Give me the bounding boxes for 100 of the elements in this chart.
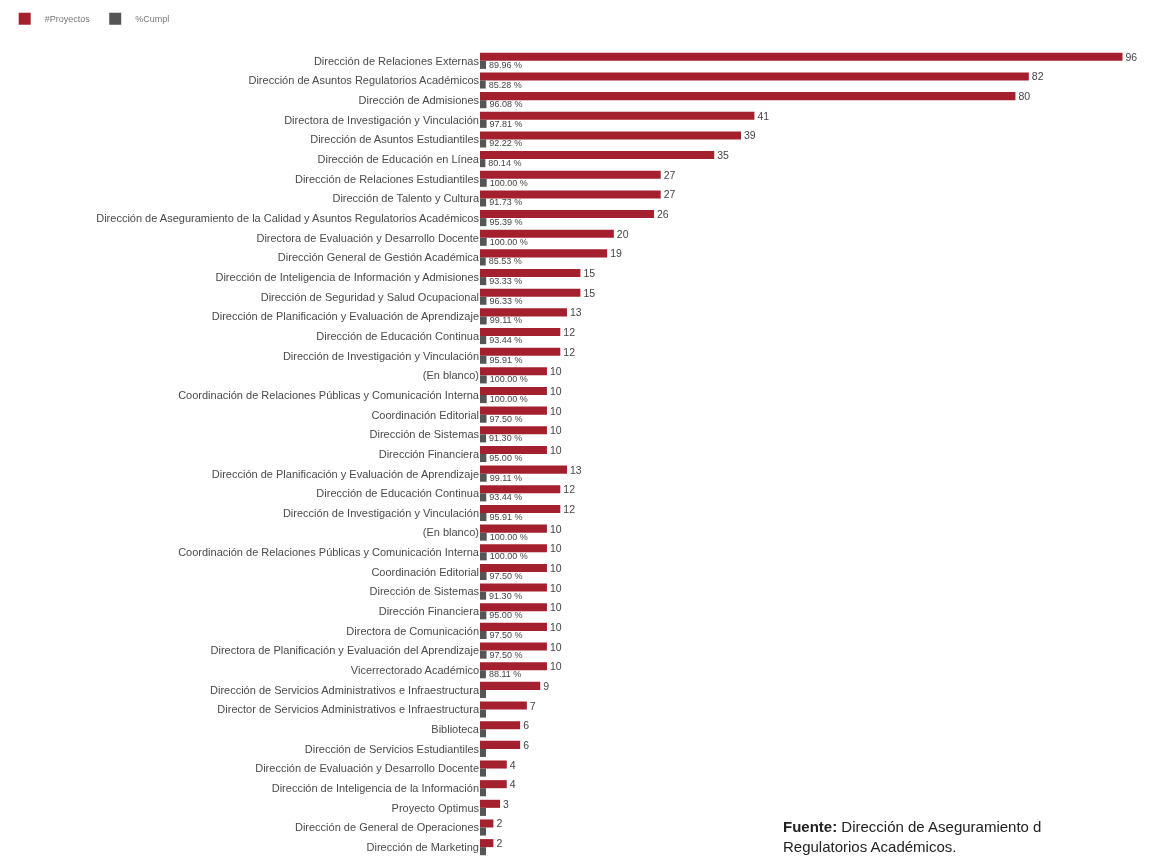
bar xyxy=(480,60,487,69)
y-tick-label: Dirección de Asuntos Regulatorios Académicos xyxy=(248,74,480,87)
bar xyxy=(480,552,487,561)
y-tick-label: Dirección General de Gestión Académica xyxy=(277,251,480,264)
bar xyxy=(480,237,487,246)
bar xyxy=(480,210,655,219)
bar xyxy=(480,257,486,266)
data-label: 88.11 % xyxy=(488,669,522,680)
bar xyxy=(480,426,547,435)
bar xyxy=(480,139,487,148)
data-label: 95.00 % xyxy=(489,610,523,621)
data-label: 2 xyxy=(496,817,503,830)
y-tick-label: Dirección de Educación en Línea xyxy=(317,152,480,165)
data-label: 85.28 % xyxy=(488,79,522,90)
bar xyxy=(480,740,521,749)
y-tick-label: Dirección de Educación Continua xyxy=(316,329,480,342)
data-label: 10 xyxy=(549,522,562,535)
bar xyxy=(480,229,614,238)
data-label: 15 xyxy=(583,286,596,299)
data-label: 4 xyxy=(509,758,516,771)
bar xyxy=(480,414,487,423)
bar xyxy=(480,296,487,305)
data-label: 97.50 % xyxy=(489,570,523,581)
bar xyxy=(480,119,487,128)
bar xyxy=(480,218,487,227)
bar xyxy=(480,159,486,168)
y-tick-label: Dirección de Admisiones xyxy=(358,94,480,106)
data-label: 12 xyxy=(563,326,576,339)
bar xyxy=(480,367,547,376)
bar xyxy=(480,80,486,89)
bar xyxy=(480,622,547,631)
bar xyxy=(480,524,547,533)
bar xyxy=(480,701,527,710)
data-label: 100.00 % xyxy=(489,177,528,188)
data-label: 35 xyxy=(717,149,730,162)
y-tick-label: Dirección de Evaluación y Desarrollo Docente xyxy=(255,762,479,775)
bar xyxy=(480,465,568,474)
data-label: 10 xyxy=(549,581,562,594)
y-tick-label: Dirección de Relaciones Estudiantiles xyxy=(294,172,480,185)
bar xyxy=(480,630,487,639)
y-tick-label: Proyecto Optimus xyxy=(391,801,480,814)
bar xyxy=(480,493,487,502)
y-tick-label: Dirección Financiera xyxy=(378,605,480,618)
data-label: 93.33 % xyxy=(489,276,523,287)
bar xyxy=(480,288,581,297)
bar xyxy=(480,151,715,160)
y-tick-label: Dirección de Inteligencia de la Información xyxy=(271,782,479,795)
data-label: 99.11 % xyxy=(489,315,522,326)
bar xyxy=(480,111,755,120)
bar xyxy=(480,277,487,286)
bar xyxy=(480,847,487,856)
y-tick-label: Directora de Evaluación y Desarrollo Docente xyxy=(256,231,479,244)
bar xyxy=(480,512,487,522)
bar xyxy=(480,131,742,140)
bar xyxy=(480,52,1123,61)
data-label: 6 xyxy=(523,738,530,751)
data-label: 96 xyxy=(1125,50,1138,63)
data-label: 93.44 % xyxy=(489,335,523,346)
data-label: 20 xyxy=(616,227,629,240)
data-label: 10 xyxy=(549,561,562,574)
y-tick-label: Dirección de Sistemas xyxy=(369,585,480,598)
data-label: 93.44 % xyxy=(489,492,523,503)
data-label: 95.39 % xyxy=(489,217,523,228)
bar xyxy=(480,563,547,572)
data-label: 80.14 % xyxy=(488,158,522,169)
bar xyxy=(480,375,487,384)
bar xyxy=(480,100,487,109)
data-label: 10 xyxy=(549,620,562,633)
y-tick-label: Dirección de Marketing xyxy=(366,841,479,854)
data-label: 13 xyxy=(570,463,582,476)
bar xyxy=(480,670,486,679)
data-label: 2 xyxy=(496,837,503,850)
bar xyxy=(480,316,487,325)
data-label: 100.00 % xyxy=(489,531,528,542)
data-label: 10 xyxy=(549,424,562,437)
bar xyxy=(480,760,507,769)
y-tick-label: Dirección de Servicios Estudiantiles xyxy=(304,742,480,755)
data-label: 10 xyxy=(549,443,562,456)
data-label: 12 xyxy=(563,502,576,515)
data-label: 92.22 % xyxy=(489,138,523,149)
y-tick-label: Dirección de Asuntos Estudiantiles xyxy=(310,133,480,146)
data-label: 95.00 % xyxy=(489,453,523,464)
data-label: 27 xyxy=(663,188,676,201)
bar xyxy=(480,532,487,541)
data-label: 96.33 % xyxy=(489,295,523,306)
bar xyxy=(480,819,494,828)
bar xyxy=(480,611,487,620)
data-label: 100.00 % xyxy=(489,551,528,562)
data-label: 15 xyxy=(583,267,596,280)
y-tick-label: Dirección de Planificación y Evaluación de Aprendizaje xyxy=(211,467,479,480)
data-label: 26 xyxy=(657,208,669,221)
y-tick-label: Dirección de Inteligencia de Información y Admisiones xyxy=(215,270,480,283)
y-tick-label: Dirección de Planificación y Evaluación de Aprendizaje xyxy=(211,310,479,323)
data-label: 97.50 % xyxy=(489,413,523,424)
data-label: 10 xyxy=(549,542,562,555)
bar xyxy=(480,603,547,612)
bar xyxy=(480,709,487,718)
data-label: 6 xyxy=(523,719,530,732)
data-label: 41 xyxy=(757,109,770,122)
bar xyxy=(480,92,1016,101)
